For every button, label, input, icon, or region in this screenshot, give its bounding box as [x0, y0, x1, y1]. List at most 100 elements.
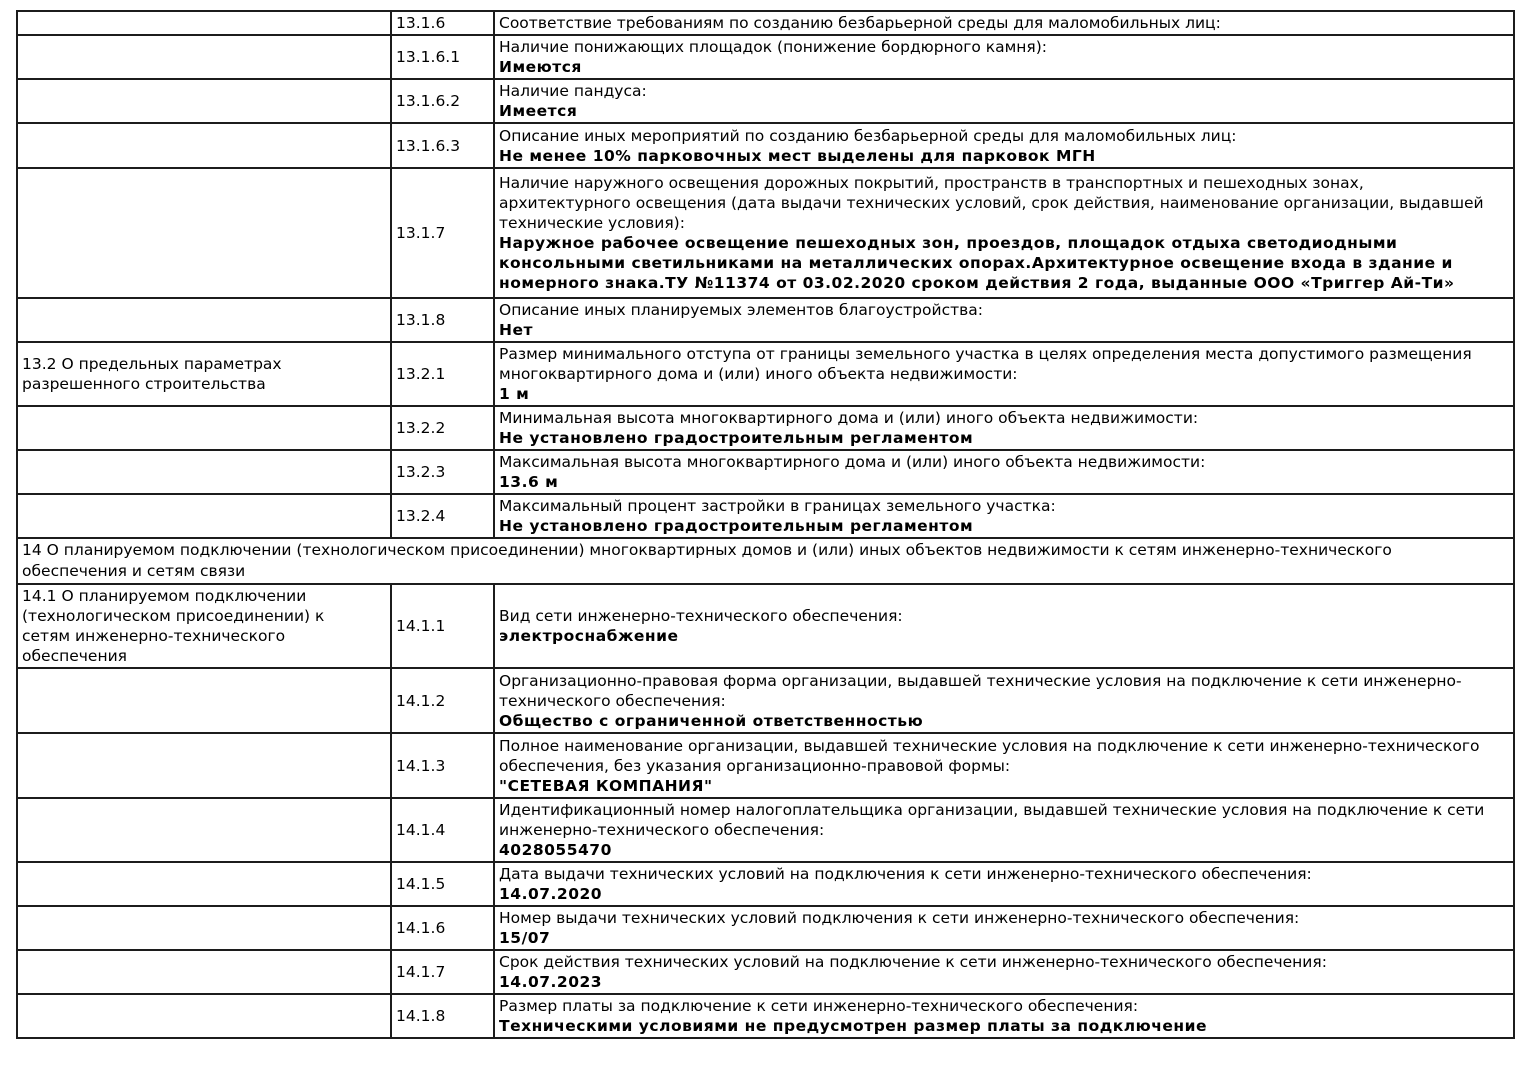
row-content: Дата выдачи технических условий на подкл… — [493, 861, 1515, 907]
field-value: Нет — [499, 321, 533, 339]
field-label: Соответствие требованиям по созданию без… — [499, 14, 1221, 32]
row-content: Полное наименование организации, выдавше… — [493, 732, 1515, 799]
row-number: 14.1.4 — [390, 797, 495, 863]
table-row: 14.1.2 Организационно-правовая форма орг… — [16, 667, 1515, 734]
section-label-cell — [16, 732, 392, 799]
section-label-cell — [16, 861, 392, 907]
row-content: Описание иных мероприятий по созданию бе… — [493, 122, 1515, 169]
table-row: 13.2.3 Максимальная высота многоквартирн… — [16, 449, 1515, 495]
table-row: 13.1.7 Наличие наружного освещения дорож… — [16, 167, 1515, 299]
table-row: 13.1.8 Описание иных планируемых элемент… — [16, 297, 1515, 343]
field-value: Не установлено градостроительным регламе… — [499, 517, 974, 535]
row-number: 13.1.7 — [390, 167, 495, 299]
table-row: 13.2.4 Максимальный процент застройки в … — [16, 493, 1515, 539]
field-value: 1 м — [499, 385, 530, 403]
section-label-cell — [16, 797, 392, 863]
row-number: 14.1.3 — [390, 732, 495, 799]
table-row: 13.2 О предельных параметрах разрешенног… — [16, 341, 1515, 407]
row-content: Наличие пандуса: Имеется — [493, 78, 1515, 124]
row-content: Минимальная высота многоквартирного дома… — [493, 405, 1515, 451]
field-label: Описание иных мероприятий по созданию бе… — [499, 126, 1237, 145]
section-label-cell — [16, 122, 392, 169]
field-value: Не установлено градостроительным регламе… — [499, 429, 974, 447]
section-header-row: 14 О планируемом подключении (технологич… — [16, 537, 1515, 585]
table-row: 13.2.2 Минимальная высота многоквартирно… — [16, 405, 1515, 451]
row-number: 13.1.6 — [390, 10, 495, 36]
field-label: Максимальная высота многоквартирного дом… — [499, 453, 1206, 471]
field-label: Полное наименование организации, выдавше… — [499, 736, 1480, 775]
row-content: Наличие наружного освещения дорожных пок… — [493, 167, 1515, 299]
section-label-cell — [16, 949, 392, 995]
row-content: Идентификационный номер налогоплательщик… — [493, 797, 1515, 863]
row-number: 14.1.2 — [390, 667, 495, 734]
field-value: 4028055470 — [499, 841, 612, 859]
field-value: Наружное рабочее освещение пешеходных зо… — [499, 234, 1455, 292]
row-content: Максимальный процент застройки в граница… — [493, 493, 1515, 539]
field-value: Имеются — [499, 58, 582, 76]
row-number: 13.1.6.2 — [390, 78, 495, 124]
row-number: 13.2.4 — [390, 493, 495, 539]
row-number: 13.2.3 — [390, 449, 495, 495]
field-value: электроснабжение — [499, 627, 679, 645]
section-label-cell — [16, 905, 392, 951]
table-row: 14.1.5 Дата выдачи технических условий н… — [16, 861, 1515, 907]
row-number: 13.2.2 — [390, 405, 495, 451]
field-value: Имеется — [499, 102, 578, 120]
row-content: Размер платы за подключение к сети инжен… — [493, 993, 1515, 1039]
row-content: Наличие понижающих площадок (понижение б… — [493, 34, 1515, 80]
field-value: 14.07.2023 — [499, 973, 603, 991]
row-content: Номер выдачи технических условий подключ… — [493, 905, 1515, 951]
field-value: Техническими условиями не предусмотрен р… — [499, 1017, 1207, 1035]
row-content: Вид сети инженерно-технического обеспече… — [493, 583, 1515, 669]
table-row: 14.1 О планируемом подключении (технолог… — [16, 583, 1515, 669]
section-label-cell — [16, 993, 392, 1039]
section-label-cell — [16, 405, 392, 451]
document-page: 13.1.6 Соответствие требованиям по созда… — [16, 10, 1515, 1039]
section-label-cell — [16, 449, 392, 495]
row-content: Максимальная высота многоквартирного дом… — [493, 449, 1515, 495]
row-number: 13.1.6.3 — [390, 122, 495, 169]
field-label: Размер платы за подключение к сети инжен… — [499, 997, 1139, 1015]
row-number: 14.1.7 — [390, 949, 495, 995]
row-number: 13.2.1 — [390, 341, 495, 407]
table-row: 13.1.6 Соответствие требованиям по созда… — [16, 10, 1515, 36]
section-label-cell — [16, 167, 392, 299]
field-label: Наличие пандуса: — [499, 82, 647, 100]
field-label: Вид сети инженерно-технического обеспече… — [499, 607, 903, 625]
table-row: 14.1.7 Срок действия технических условий… — [16, 949, 1515, 995]
field-value: 13.6 м — [499, 473, 559, 491]
table-row: 13.1.6.2 Наличие пандуса: Имеется — [16, 78, 1515, 124]
section-label-cell — [16, 493, 392, 539]
row-content: Размер минимального отступа от границы з… — [493, 341, 1515, 407]
section-header-text: 14 О планируемом подключении (технологич… — [16, 537, 1515, 585]
field-value: "СЕТЕВАЯ КОМПАНИЯ" — [499, 776, 713, 795]
row-number: 14.1.8 — [390, 993, 495, 1039]
row-number: 14.1.6 — [390, 905, 495, 951]
field-value: 14.07.2020 — [499, 885, 603, 903]
field-label: Описание иных планируемых элементов благ… — [499, 301, 983, 319]
field-label: Максимальный процент застройки в граница… — [499, 497, 1056, 515]
field-label: Дата выдачи технических условий на подкл… — [499, 865, 1312, 883]
field-label: Минимальная высота многоквартирного дома… — [499, 409, 1199, 427]
section-label-cell — [16, 34, 392, 80]
row-number: 14.1.5 — [390, 861, 495, 907]
field-label: Срок действия технических условий на под… — [499, 953, 1327, 971]
field-value: Не менее 10% парковочных мест выделены д… — [499, 146, 1096, 165]
row-number: 13.1.6.1 — [390, 34, 495, 80]
field-value: Общество с ограниченной ответственностью — [499, 711, 924, 730]
field-label: Идентификационный номер налогоплательщик… — [499, 801, 1485, 839]
table-row: 14.1.3 Полное наименование организации, … — [16, 732, 1515, 799]
table-row: 13.1.6.1 Наличие понижающих площадок (по… — [16, 34, 1515, 80]
row-content: Организационно-правовая форма организаци… — [493, 667, 1515, 734]
field-label: Наличие понижающих площадок (понижение б… — [499, 38, 1048, 56]
table-row: 14.1.4 Идентификационный номер налогопла… — [16, 797, 1515, 863]
table-row: 13.1.6.3 Описание иных мероприятий по со… — [16, 122, 1515, 169]
row-content: Соответствие требованиям по созданию без… — [493, 10, 1515, 36]
row-number: 14.1.1 — [390, 583, 495, 669]
field-label: Номер выдачи технических условий подключ… — [499, 909, 1300, 927]
row-content: Описание иных планируемых элементов благ… — [493, 297, 1515, 343]
section-label-cell — [16, 667, 392, 734]
section-label-cell: 14.1 О планируемом подключении (технолог… — [16, 583, 392, 669]
field-value: 15/07 — [499, 929, 551, 947]
field-label: Организационно-правовая форма организаци… — [499, 671, 1462, 710]
